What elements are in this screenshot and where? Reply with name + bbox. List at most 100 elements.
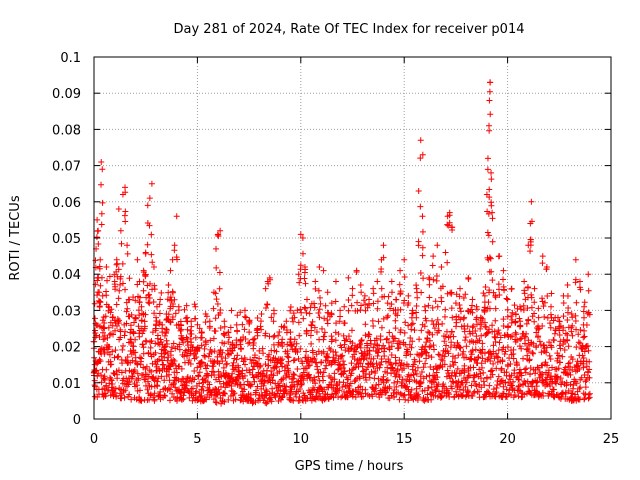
data-point [434, 242, 441, 249]
data-point [514, 373, 521, 380]
data-point [104, 277, 111, 284]
data-point [171, 358, 178, 364]
data-point [166, 366, 173, 373]
x-tick-label: 25 [603, 432, 620, 447]
x-tick-label: 10 [293, 432, 310, 447]
data-point [394, 312, 401, 319]
data-point [550, 386, 557, 393]
data-point [337, 342, 344, 349]
data-point [323, 353, 330, 360]
data-point [147, 344, 154, 351]
data-point [315, 287, 322, 294]
data-point [410, 371, 417, 378]
data-point [311, 300, 318, 307]
data-point [280, 324, 287, 331]
data-point [362, 390, 369, 397]
data-point [420, 275, 427, 282]
data-point [99, 292, 106, 299]
data-point [576, 278, 583, 285]
data-point [548, 303, 555, 310]
data-point [277, 359, 284, 366]
data-point [504, 306, 511, 313]
data-point [203, 396, 210, 403]
data-point [333, 352, 340, 359]
data-point [229, 342, 236, 349]
data-point [117, 334, 124, 341]
data-point [251, 335, 258, 342]
data-point [432, 386, 439, 393]
data-point [417, 155, 424, 162]
data-point [572, 276, 579, 283]
data-point [373, 390, 380, 397]
data-point [282, 386, 289, 393]
data-point [241, 313, 248, 320]
data-point [392, 317, 399, 324]
data-point [449, 385, 456, 392]
data-point [481, 308, 488, 315]
data-point [392, 335, 399, 342]
data-point [393, 383, 400, 390]
data-point [502, 348, 509, 355]
x-tick-label: 5 [193, 432, 201, 447]
data-point [397, 267, 404, 274]
data-point [454, 383, 461, 390]
data-point [432, 298, 439, 305]
data-point [580, 308, 587, 315]
data-point [564, 371, 571, 378]
data-point [132, 315, 139, 322]
data-point [417, 269, 424, 276]
data-point [135, 323, 142, 330]
data-point [502, 393, 509, 400]
data-point [278, 360, 285, 367]
data-point [495, 281, 502, 288]
data-point [113, 261, 120, 268]
data-point [427, 343, 434, 350]
data-point [384, 377, 391, 384]
data-point [332, 349, 339, 356]
data-point [489, 371, 496, 378]
data-point [254, 383, 261, 390]
data-point [391, 379, 398, 386]
data-point [304, 296, 311, 303]
data-point [202, 338, 209, 345]
data-point [217, 227, 224, 234]
data-point [362, 332, 369, 339]
data-point [429, 331, 436, 338]
data-point [119, 260, 126, 267]
data-point [414, 364, 421, 371]
data-point [396, 357, 403, 364]
y-tick-label: 0.02 [52, 341, 81, 356]
data-point [348, 345, 355, 352]
data-point [161, 377, 168, 384]
data-point [465, 308, 472, 315]
data-point [399, 376, 406, 383]
data-point [263, 400, 270, 407]
data-point [500, 276, 507, 283]
data-point [192, 334, 199, 341]
data-point [97, 299, 104, 306]
data-point [101, 375, 108, 382]
data-point [349, 339, 356, 346]
data-point [166, 397, 173, 404]
data-point [500, 316, 507, 323]
data-point [461, 314, 468, 321]
data-point [449, 378, 456, 385]
data-point [146, 222, 153, 229]
data-point [419, 244, 426, 251]
data-point [103, 263, 110, 270]
data-point [319, 373, 326, 380]
data-point [157, 296, 164, 303]
data-point [478, 315, 485, 322]
data-point [444, 259, 451, 266]
data-point [225, 329, 232, 336]
data-point [320, 348, 327, 355]
data-point [99, 329, 106, 336]
data-point [380, 348, 387, 355]
data-point [402, 396, 409, 403]
data-point [581, 299, 588, 306]
data-point [471, 356, 478, 363]
data-point [409, 366, 416, 373]
data-point [325, 354, 332, 361]
data-point [151, 390, 158, 397]
data-point [493, 350, 500, 357]
